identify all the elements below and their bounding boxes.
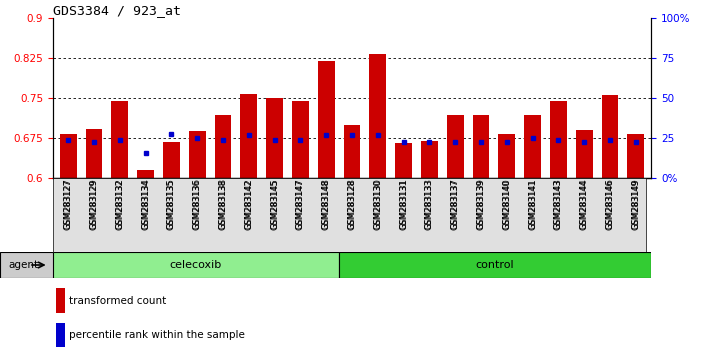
Text: GSM283147: GSM283147 — [296, 178, 305, 229]
Text: GSM283130: GSM283130 — [373, 178, 382, 229]
Text: GSM283139: GSM283139 — [477, 178, 486, 229]
Text: GSM283131: GSM283131 — [399, 178, 408, 229]
Bar — [370, 54, 386, 178]
Text: transformed count: transformed count — [69, 296, 166, 306]
Text: GSM283146: GSM283146 — [605, 179, 615, 230]
Bar — [576, 130, 593, 178]
Text: GSM283127: GSM283127 — [64, 179, 73, 230]
Text: GSM283136: GSM283136 — [193, 179, 202, 230]
Text: GSM283127: GSM283127 — [64, 178, 73, 229]
Text: GSM283144: GSM283144 — [579, 179, 589, 230]
Bar — [241, 94, 257, 178]
Text: GSM283132: GSM283132 — [115, 178, 125, 229]
Text: percentile rank within the sample: percentile rank within the sample — [69, 330, 245, 340]
Bar — [524, 115, 541, 178]
Bar — [421, 141, 438, 178]
Bar — [447, 115, 463, 178]
Text: GSM283149: GSM283149 — [631, 179, 640, 230]
Bar — [266, 98, 283, 178]
Text: GSM283142: GSM283142 — [244, 178, 253, 229]
Text: GSM283148: GSM283148 — [322, 178, 331, 229]
Bar — [472, 115, 489, 178]
Text: GSM283133: GSM283133 — [425, 178, 434, 229]
Text: GSM283129: GSM283129 — [89, 179, 99, 230]
Text: GSM283128: GSM283128 — [348, 179, 356, 230]
Text: GSM283134: GSM283134 — [142, 179, 150, 230]
Text: GSM283128: GSM283128 — [348, 178, 356, 229]
Text: GSM283133: GSM283133 — [425, 179, 434, 230]
Bar — [189, 131, 206, 178]
Text: GSM283136: GSM283136 — [193, 178, 202, 229]
Bar — [395, 143, 412, 178]
Bar — [498, 134, 515, 178]
Text: GSM283140: GSM283140 — [502, 179, 511, 230]
Bar — [550, 101, 567, 178]
Text: GSM283132: GSM283132 — [115, 179, 125, 230]
Bar — [86, 129, 103, 178]
Bar — [339, 252, 651, 278]
Bar — [56, 289, 65, 313]
Text: GSM283145: GSM283145 — [270, 178, 279, 229]
Bar — [56, 323, 65, 347]
Text: control: control — [476, 260, 515, 270]
Text: agent: agent — [8, 260, 38, 270]
Text: GSM283138: GSM283138 — [218, 179, 227, 230]
Bar — [601, 95, 618, 178]
Bar — [627, 134, 644, 178]
Text: GSM283137: GSM283137 — [451, 179, 460, 230]
Text: GDS3384 / 923_at: GDS3384 / 923_at — [53, 4, 181, 17]
Bar — [137, 170, 154, 178]
Bar — [163, 142, 180, 178]
Text: GSM283135: GSM283135 — [167, 179, 176, 230]
Text: GSM283131: GSM283131 — [399, 179, 408, 230]
Text: GSM283146: GSM283146 — [605, 178, 615, 229]
Text: GSM283140: GSM283140 — [502, 178, 511, 229]
Bar — [215, 115, 232, 178]
Text: GSM283129: GSM283129 — [89, 178, 99, 229]
Bar — [111, 101, 128, 178]
Text: GSM283130: GSM283130 — [373, 179, 382, 230]
Text: GSM283139: GSM283139 — [477, 179, 486, 230]
Text: GSM283134: GSM283134 — [142, 178, 150, 229]
Bar — [292, 101, 309, 178]
Text: celecoxib: celecoxib — [170, 260, 222, 270]
Text: GSM283147: GSM283147 — [296, 179, 305, 230]
Text: GSM283141: GSM283141 — [528, 179, 537, 230]
Text: GSM283143: GSM283143 — [554, 178, 562, 229]
Text: GSM283137: GSM283137 — [451, 178, 460, 229]
Bar — [344, 125, 360, 178]
Text: GSM283144: GSM283144 — [579, 178, 589, 229]
Bar — [53, 252, 339, 278]
Text: GSM283149: GSM283149 — [631, 178, 640, 229]
Text: GSM283148: GSM283148 — [322, 179, 331, 230]
Text: GSM283145: GSM283145 — [270, 179, 279, 230]
Text: GSM283135: GSM283135 — [167, 178, 176, 229]
Text: GSM283141: GSM283141 — [528, 178, 537, 229]
Text: GSM283143: GSM283143 — [554, 179, 562, 230]
Bar — [318, 61, 334, 178]
Bar — [60, 134, 77, 178]
Text: GSM283142: GSM283142 — [244, 179, 253, 230]
Text: GSM283138: GSM283138 — [218, 178, 227, 229]
